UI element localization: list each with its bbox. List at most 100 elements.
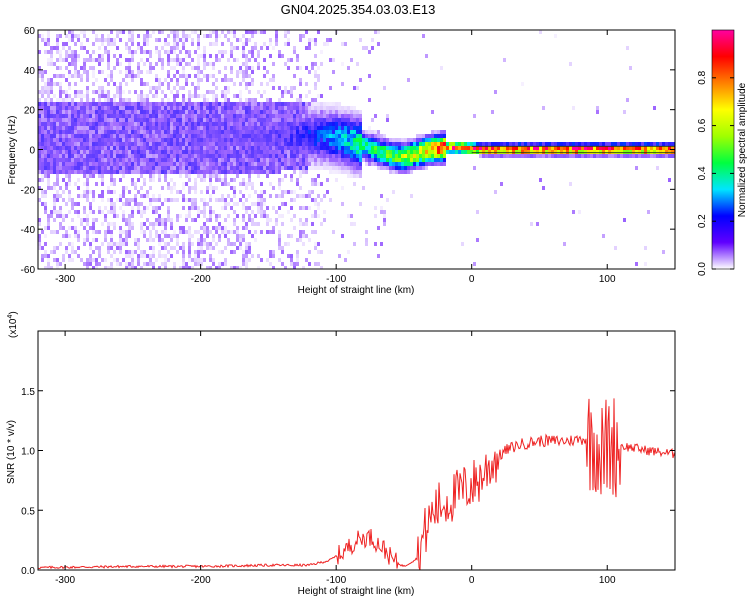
- spectrogram-cell: [164, 222, 167, 226]
- spectrogram-cell: [425, 54, 428, 58]
- spectrogram-cell: [65, 130, 68, 134]
- spectrogram-cell: [158, 206, 161, 210]
- spectrogram-cell: [194, 206, 197, 210]
- spectrogram-cell: [296, 178, 299, 182]
- spectrogram-cell: [224, 138, 227, 142]
- spectrogram-cell: [164, 246, 167, 250]
- spectrogram-cell: [266, 222, 269, 226]
- spectrogram-cell: [206, 90, 209, 94]
- spectrogram-cell: [212, 158, 215, 162]
- spectrogram-cell: [188, 234, 191, 238]
- spectrogram-cell: [290, 198, 293, 202]
- spectrogram-cell: [83, 46, 86, 50]
- spectrogram-cell: [179, 162, 182, 166]
- spectrogram-cell: [383, 142, 386, 146]
- spectrogram-cell: [59, 110, 62, 114]
- spectrogram-cell: [215, 78, 218, 82]
- spectrogram-cell: [614, 150, 617, 154]
- spectrogram-cell: [191, 58, 194, 62]
- spectrogram-cell: [227, 166, 230, 170]
- spectrogram-cell: [596, 106, 599, 110]
- spectrogram-cell: [38, 102, 41, 106]
- spectrogram-cell: [179, 142, 182, 146]
- spectrogram-cell: [170, 162, 173, 166]
- spectrogram-cell: [38, 238, 41, 242]
- spectrogram-cell: [272, 250, 275, 254]
- spectrogram-cell: [128, 222, 131, 226]
- spectrogram-cell: [50, 114, 53, 118]
- spectrogram-cell: [140, 226, 143, 230]
- spectrogram-cell: [164, 122, 167, 126]
- spectrogram-cell: [161, 154, 164, 158]
- spectrogram-cell: [152, 146, 155, 150]
- spectrogram-cell: [116, 102, 119, 106]
- spectrogram-cell: [44, 210, 47, 214]
- spectrogram-cell: [362, 186, 365, 190]
- spectrogram-cell: [596, 150, 599, 154]
- spectrogram-cell: [668, 178, 671, 182]
- spectrogram-cell: [158, 162, 161, 166]
- spectrogram-cell: [317, 30, 320, 34]
- colorbar-ticks: 0.00.20.40.60.8: [697, 70, 734, 276]
- spectrogram-cell: [428, 146, 431, 150]
- spectrogram-cell: [395, 162, 398, 166]
- spectrogram-cell: [104, 126, 107, 130]
- spectrogram-cell: [626, 146, 629, 150]
- spectrogram-cell: [653, 150, 656, 154]
- spectrogram-cell: [176, 58, 179, 62]
- spectrogram-cell: [41, 106, 44, 110]
- spectrogram-cell: [287, 66, 290, 70]
- spectrogram-cell: [68, 122, 71, 126]
- spectrogram-cell: [152, 262, 155, 266]
- spectrogram-cell: [251, 210, 254, 214]
- spectrogram-cell: [224, 182, 227, 186]
- spectrogram-cell: [50, 186, 53, 190]
- spectrogram-cell: [293, 50, 296, 54]
- spectrogram-cell: [167, 82, 170, 86]
- spectrogram-cell: [185, 110, 188, 114]
- spectrogram-cell: [56, 154, 59, 158]
- spectrogram-cell: [128, 214, 131, 218]
- spectrogram-cell: [110, 114, 113, 118]
- spectrogram-cell: [71, 142, 74, 146]
- spectrogram-cell: [377, 158, 380, 162]
- spectrogram-cell: [314, 98, 317, 102]
- spectrogram-cell: [206, 102, 209, 106]
- spectrogram-cell: [149, 234, 152, 238]
- spectrogram-cell: [272, 138, 275, 142]
- spectrogram-cell: [146, 58, 149, 62]
- spectrogram-cell: [185, 134, 188, 138]
- spectrogram-cell: [113, 182, 116, 186]
- spectrogram-cell: [119, 110, 122, 114]
- spectrogram-cell: [410, 162, 413, 166]
- spectrogram-cell: [332, 142, 335, 146]
- spectrogram-cell: [197, 66, 200, 70]
- spectrogram-cell: [353, 130, 356, 134]
- spectrogram-cell: [269, 110, 272, 114]
- spectrogram-cell: [158, 102, 161, 106]
- spectrogram-cell: [260, 258, 263, 262]
- spectrogram-cell: [89, 122, 92, 126]
- spectrogram-cell: [152, 106, 155, 110]
- spectrogram-cell: [233, 110, 236, 114]
- spectrogram-cell: [380, 206, 383, 210]
- spectrogram-cell: [176, 82, 179, 86]
- spectrogram-cell: [254, 166, 257, 170]
- spectrogram-cell: [188, 134, 191, 138]
- spectrogram-cell: [197, 38, 200, 42]
- spectrogram-cell: [92, 218, 95, 222]
- spectrogram-cell: [257, 50, 260, 54]
- spectrogram-cell: [413, 142, 416, 146]
- spectrogram-cell: [290, 254, 293, 258]
- spectrogram-cell: [236, 214, 239, 218]
- spectrogram-cell: [347, 158, 350, 162]
- spectrogram-cell: [299, 142, 302, 146]
- spectrogram-cell: [53, 110, 56, 114]
- spectrogram-cell: [194, 86, 197, 90]
- spectrogram-cell: [164, 234, 167, 238]
- spectrogram-cell: [230, 122, 233, 126]
- spectrogram-cell: [515, 154, 518, 158]
- spectrogram-cell: [182, 66, 185, 70]
- spectrogram-cell: [326, 142, 329, 146]
- spectrogram-cell: [296, 138, 299, 142]
